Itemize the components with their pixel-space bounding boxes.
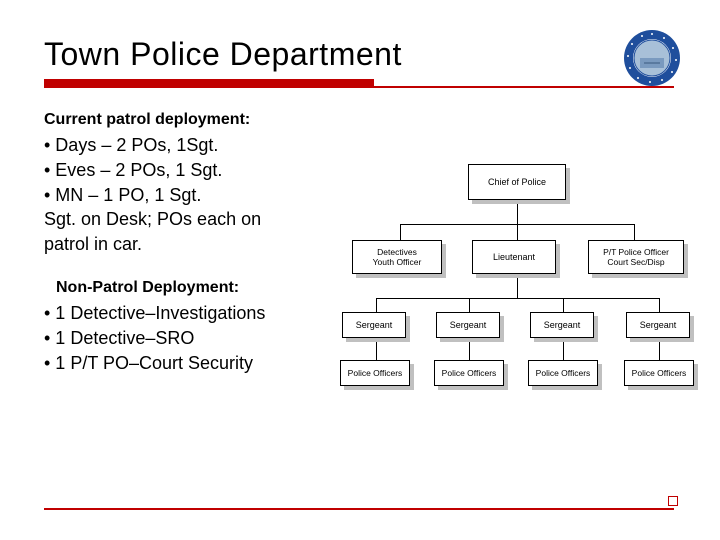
org-label: Police Officers [530, 368, 596, 378]
org-label: Chief of Police [470, 177, 564, 188]
org-node-police-officers: Police Officers [340, 360, 410, 386]
org-connector [400, 224, 401, 240]
org-node-police-officers: Police Officers [434, 360, 504, 386]
org-node-detectives: Detectives Youth Officer [352, 240, 442, 274]
org-node-pt-officer: P/T Police Officer Court Sec/Disp [588, 240, 684, 274]
org-label: Police Officers [436, 368, 502, 378]
org-label: Sergeant [438, 320, 498, 331]
org-node-sergeant: Sergeant [342, 312, 406, 338]
org-label: P/T Police Officer Court Sec/Disp [590, 247, 682, 267]
underline-thin [44, 86, 674, 88]
org-node-sergeant: Sergeant [626, 312, 690, 338]
subhead-current-deployment: Current patrol deployment: [44, 111, 676, 129]
org-label: Sergeant [344, 320, 404, 331]
org-node-police-officers: Police Officers [528, 360, 598, 386]
org-node-chief: Chief of Police [468, 164, 566, 200]
bullet-line: • Days – 2 POs, 1Sgt. [44, 133, 676, 158]
org-label: Lieutenant [474, 252, 554, 263]
org-chart: Chief of Police Detectives Youth Officer… [340, 164, 700, 454]
org-connector [376, 298, 377, 312]
org-connector [376, 298, 660, 299]
title-underline [44, 79, 676, 89]
org-node-sergeant: Sergeant [436, 312, 500, 338]
org-connector [517, 224, 518, 240]
org-connector [469, 298, 470, 312]
org-label: Detectives Youth Officer [354, 247, 440, 267]
org-node-sergeant: Sergeant [530, 312, 594, 338]
org-connector [634, 224, 635, 240]
org-connector [563, 298, 564, 312]
org-label: Police Officers [342, 368, 408, 378]
org-label: Sergeant [628, 320, 688, 331]
org-node-police-officers: Police Officers [624, 360, 694, 386]
page-title: Town Police Department [44, 36, 676, 73]
org-label: Sergeant [532, 320, 592, 331]
org-label: Police Officers [626, 368, 692, 378]
org-connector [659, 298, 660, 312]
footer-rule [44, 508, 674, 510]
org-node-lieutenant: Lieutenant [472, 240, 556, 274]
footer-square-icon [668, 496, 678, 506]
